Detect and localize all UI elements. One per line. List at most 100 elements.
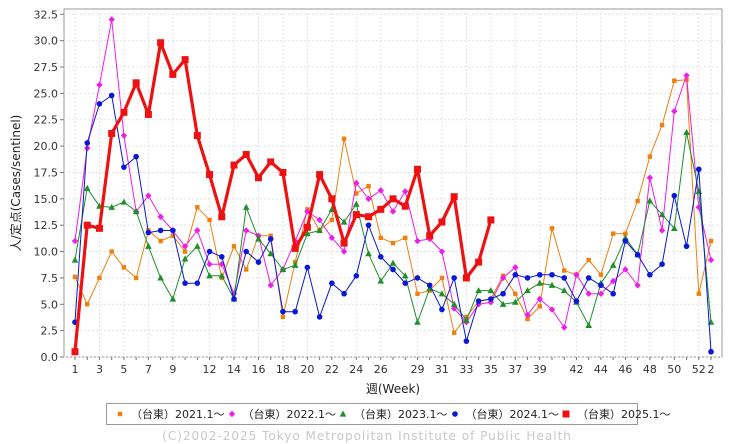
x-tick-label: 16 [251,363,265,376]
legend-item: （台東）2021.1～ [113,406,225,422]
data-point [291,261,299,268]
data-point [597,290,605,297]
data-point [353,273,360,279]
data-point [377,205,385,213]
data-point [340,239,348,247]
data-point [646,197,654,204]
data-point [585,275,592,281]
x-tick-label: 46 [618,363,632,376]
data-point [389,208,397,215]
x-tick-label: 48 [643,363,657,376]
data-point [671,192,678,199]
y-tick-label: 2.5 [41,325,59,338]
data-point [610,290,616,297]
data-point [402,280,409,286]
data-point [244,267,249,272]
legend-marker [339,410,347,417]
data-point [573,271,580,278]
y-tick-label: 20.0 [34,140,59,153]
data-point [610,231,616,236]
data-point [170,227,176,234]
x-tick-label: 26 [374,363,388,376]
data-point [255,235,262,242]
x-tick-label: 5 [120,363,127,376]
data-point [683,72,690,79]
data-point [536,271,543,278]
data-point [586,257,591,263]
data-point [341,136,347,141]
x-tick-label: 35 [484,363,498,376]
data-point [169,70,177,78]
data-point [512,271,519,278]
data-point [108,16,115,23]
data-point [561,324,568,331]
x-tick-label: 3 [96,363,103,376]
data-point [254,174,262,182]
data-point [194,280,201,286]
data-point [573,298,580,304]
legend-swatch [228,410,235,418]
legend-item: （台東）2022.1～ [225,406,336,422]
data-point [658,227,666,234]
legend-item: （台東）2023.1～ [336,406,448,422]
data-point [695,204,702,211]
data-point [267,158,275,166]
data-point [182,280,188,286]
x-tick-label: 29 [410,363,424,376]
y-tick-label: 17.5 [34,166,59,179]
x-axis-title: 週(Week) [366,382,420,396]
data-point [231,296,237,302]
data-point [451,275,457,281]
data-point [562,268,567,273]
data-point [696,291,701,296]
data-point [414,275,421,281]
data-point [377,187,384,194]
data-point [634,251,641,258]
data-point [352,211,360,219]
data-point [475,298,482,304]
data-point [218,254,225,260]
data-point [158,238,163,244]
x-tick-label: 20 [300,363,314,376]
data-point [525,316,530,322]
data-point [488,296,494,302]
data-point [280,308,286,315]
data-point [439,275,445,281]
data-point [512,298,519,305]
data-point [707,256,715,264]
data-point [242,151,250,159]
legend-marker [117,411,123,417]
data-point [463,338,470,344]
data-point [83,221,91,229]
data-point [671,108,678,115]
legend-swatch [117,411,123,417]
legend: （台東）2021.1～ （台東）2022.1～ （台東）2023.1～ （台東）202… [106,403,671,425]
data-point [635,198,640,204]
data-point [267,250,274,257]
data-point [340,248,348,255]
data-point [524,275,531,281]
data-point [316,226,323,234]
data-point [609,261,617,268]
data-point [622,238,629,244]
x-tick-label: 33 [459,363,473,376]
y-tick-label: 30.0 [34,35,59,48]
grid-lines [64,9,722,358]
legend-label: （台東）2025.1～ [577,408,671,421]
data-point [598,272,604,277]
data-point [206,248,213,255]
data-point [85,302,90,307]
data-point [157,213,164,220]
data-point [487,287,495,294]
x-tick-label: 2 [708,363,715,376]
data-point [536,279,544,286]
data-point [292,308,298,315]
x-tick-label: 39 [533,363,547,376]
data-point [279,168,287,176]
data-point [169,295,177,302]
data-point [524,311,531,319]
data-point [414,318,421,325]
data-point [365,195,372,203]
data-point [268,233,273,238]
